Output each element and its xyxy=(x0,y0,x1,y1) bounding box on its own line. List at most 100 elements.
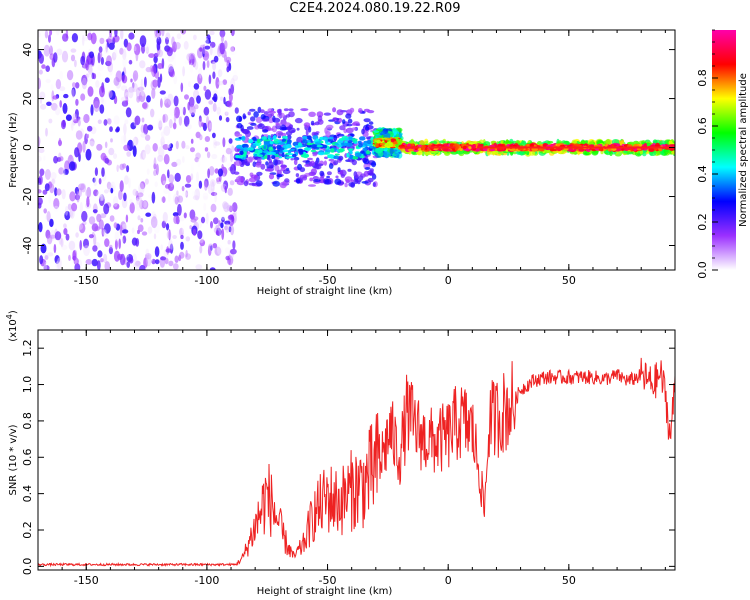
signal-blob xyxy=(363,118,371,123)
signal-blob xyxy=(367,177,374,183)
signal-core xyxy=(302,135,308,141)
noise-blob xyxy=(173,75,178,85)
signal-blob xyxy=(361,181,369,184)
noise-blob xyxy=(154,259,160,265)
noise-blob xyxy=(180,82,184,93)
noise-blob xyxy=(143,257,148,269)
snr-ytick-label: 0.4 xyxy=(21,485,34,503)
noise-blob xyxy=(109,30,112,38)
noise-blob xyxy=(230,248,237,255)
noise-blob xyxy=(45,127,48,137)
noise-blob xyxy=(60,173,68,181)
noise-blob xyxy=(119,180,124,193)
noise-blob xyxy=(119,47,124,55)
noise-blob xyxy=(108,147,115,156)
noise-blob xyxy=(99,52,103,59)
noise-blob xyxy=(197,219,202,229)
signal-blob xyxy=(234,107,239,114)
noise-blob xyxy=(91,258,99,267)
signal-core xyxy=(345,138,350,141)
noise-blob xyxy=(85,190,89,197)
spectrogram-xlabel: Height of straight line (km) xyxy=(257,286,393,297)
noise-blob xyxy=(98,178,102,185)
noise-blob xyxy=(181,140,186,149)
noise-blob xyxy=(104,261,111,270)
noise-blob xyxy=(212,196,216,203)
noise-blob xyxy=(39,91,46,100)
noise-blob xyxy=(182,66,186,77)
noise-blob xyxy=(112,153,118,160)
noise-blob xyxy=(232,74,238,82)
signal-core xyxy=(285,144,292,149)
signal-blob xyxy=(364,126,370,131)
noise-blob xyxy=(119,253,126,266)
noise-blob xyxy=(49,30,53,36)
noise-blob xyxy=(211,61,217,72)
snr-ytick-label: 0.8 xyxy=(21,412,34,430)
signal-blob xyxy=(438,140,446,144)
signal-blob xyxy=(328,158,335,162)
noise-blob xyxy=(160,244,163,251)
noise-blob xyxy=(106,55,112,67)
noise-blob xyxy=(99,207,103,216)
noise-blob xyxy=(167,55,175,63)
noise-blob xyxy=(215,77,220,89)
noise-blob xyxy=(141,200,149,210)
signal-core xyxy=(375,143,379,147)
snr-xlabel: Height of straight line (km) xyxy=(257,586,393,597)
noise-blob xyxy=(128,32,135,40)
noise-blob xyxy=(59,70,64,80)
signal-blob xyxy=(274,159,282,165)
noise-blob xyxy=(139,152,143,160)
noise-blob xyxy=(125,92,130,98)
noise-blob xyxy=(153,56,158,64)
noise-blob xyxy=(229,45,235,56)
noise-blob xyxy=(102,229,107,236)
signal-blob xyxy=(425,140,429,144)
signal-core xyxy=(277,140,282,143)
noise-blob xyxy=(108,246,113,255)
signal-blob xyxy=(351,127,357,131)
noise-blob xyxy=(208,122,213,130)
signal-blob xyxy=(293,159,298,166)
noise-blob xyxy=(113,180,119,186)
noise-blob xyxy=(180,30,187,35)
noise-blob xyxy=(51,178,56,185)
noise-blob xyxy=(53,243,57,254)
noise-blob xyxy=(189,105,196,116)
noise-blob xyxy=(221,228,225,241)
signal-blob xyxy=(537,141,542,145)
noise-blob xyxy=(210,221,213,229)
signal-blob xyxy=(513,151,517,155)
noise-blob xyxy=(106,181,112,190)
signal-blob xyxy=(332,107,337,113)
noise-blob xyxy=(76,199,81,211)
signal-core xyxy=(348,136,353,141)
signal-blob xyxy=(285,167,290,171)
noise-blob xyxy=(210,101,213,114)
noise-blob xyxy=(99,104,105,114)
noise-blob xyxy=(91,43,96,50)
noise-blob xyxy=(38,136,41,148)
noise-blob xyxy=(173,56,177,67)
noise-blob xyxy=(162,180,167,185)
signal-core xyxy=(376,139,382,144)
signal-core xyxy=(317,151,325,156)
noise-blob xyxy=(59,156,64,162)
signal-blob xyxy=(355,174,359,179)
noise-blob xyxy=(188,52,196,60)
noise-blob xyxy=(70,54,76,62)
noise-blob xyxy=(45,65,50,72)
spectrogram-region-0 xyxy=(38,30,238,270)
noise-blob xyxy=(130,98,135,111)
noise-blob xyxy=(132,137,137,148)
noise-blob xyxy=(46,211,51,223)
signal-blob xyxy=(275,130,284,137)
noise-blob xyxy=(212,102,217,112)
noise-blob xyxy=(215,230,220,236)
noise-blob xyxy=(160,136,165,147)
signal-core xyxy=(326,149,331,153)
noise-blob xyxy=(122,56,127,68)
noise-blob xyxy=(185,236,191,242)
noise-blob xyxy=(75,130,83,140)
